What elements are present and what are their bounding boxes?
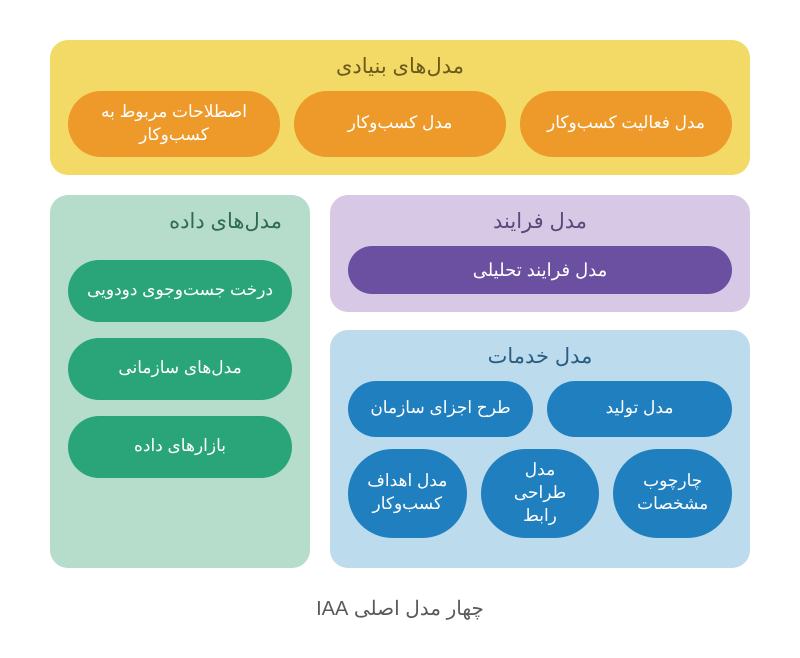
- spec-framework-pill: چارچوب مشخصات: [613, 449, 732, 538]
- services-model-title: مدل خدمات: [348, 344, 732, 369]
- analytical-process-model-pill: مدل فرایند تحلیلی: [348, 246, 732, 294]
- process-model-panel: مدل فرایند مدل فرایند تحلیلی: [330, 195, 750, 312]
- data-models-title: مدل‌های داده: [68, 209, 292, 234]
- interface-design-model-pill: مدل طراحی رابط: [481, 449, 600, 538]
- business-terms-pill: اصطلاحات مربوط به کسب‌وکار: [68, 91, 280, 157]
- business-model-pill: مدل کسب‌وکار: [294, 91, 506, 157]
- business-goals-model-pill: مدل اهداف کسب‌وکار: [348, 449, 467, 538]
- lower-grid: مدل فرایند مدل فرایند تحلیلی مدل خدمات م…: [50, 195, 750, 568]
- production-model-pill: مدل تولید: [547, 381, 732, 437]
- binary-search-tree-pill: درخت جست‌وجوی دودویی: [68, 260, 292, 322]
- data-markets-pill: بازارهای داده: [68, 416, 292, 478]
- organizational-models-pill: مدل‌های سازمانی: [68, 338, 292, 400]
- services-row-2: چارچوب مشخصات مدل طراحی رابط مدل اهداف ک…: [348, 449, 732, 538]
- services-model-panel: مدل خدمات مدل تولید طرح اجزای سازمان چار…: [330, 330, 750, 568]
- right-column: مدل فرایند مدل فرایند تحلیلی مدل خدمات م…: [330, 195, 750, 568]
- foundational-models-row: مدل فعالیت کسب‌وکار مدل کسب‌وکار اصطلاحا…: [68, 91, 732, 157]
- diagram-caption: چهار مدل اصلی IAA: [50, 596, 750, 621]
- data-models-panel: مدل‌های داده درخت جست‌وجوی دودویی مدل‌ها…: [50, 195, 310, 568]
- data-models-col: درخت جست‌وجوی دودویی مدل‌های سازمانی باز…: [68, 260, 292, 478]
- services-row-1: مدل تولید طرح اجزای سازمان: [348, 381, 732, 437]
- process-model-title: مدل فرایند: [348, 209, 732, 234]
- foundational-models-title: مدل‌های بنیادی: [68, 54, 732, 79]
- foundational-models-panel: مدل‌های بنیادی مدل فعالیت کسب‌وکار مدل ک…: [50, 40, 750, 175]
- org-components-plan-pill: طرح اجزای سازمان: [348, 381, 533, 437]
- business-activity-model-pill: مدل فعالیت کسب‌وکار: [520, 91, 732, 157]
